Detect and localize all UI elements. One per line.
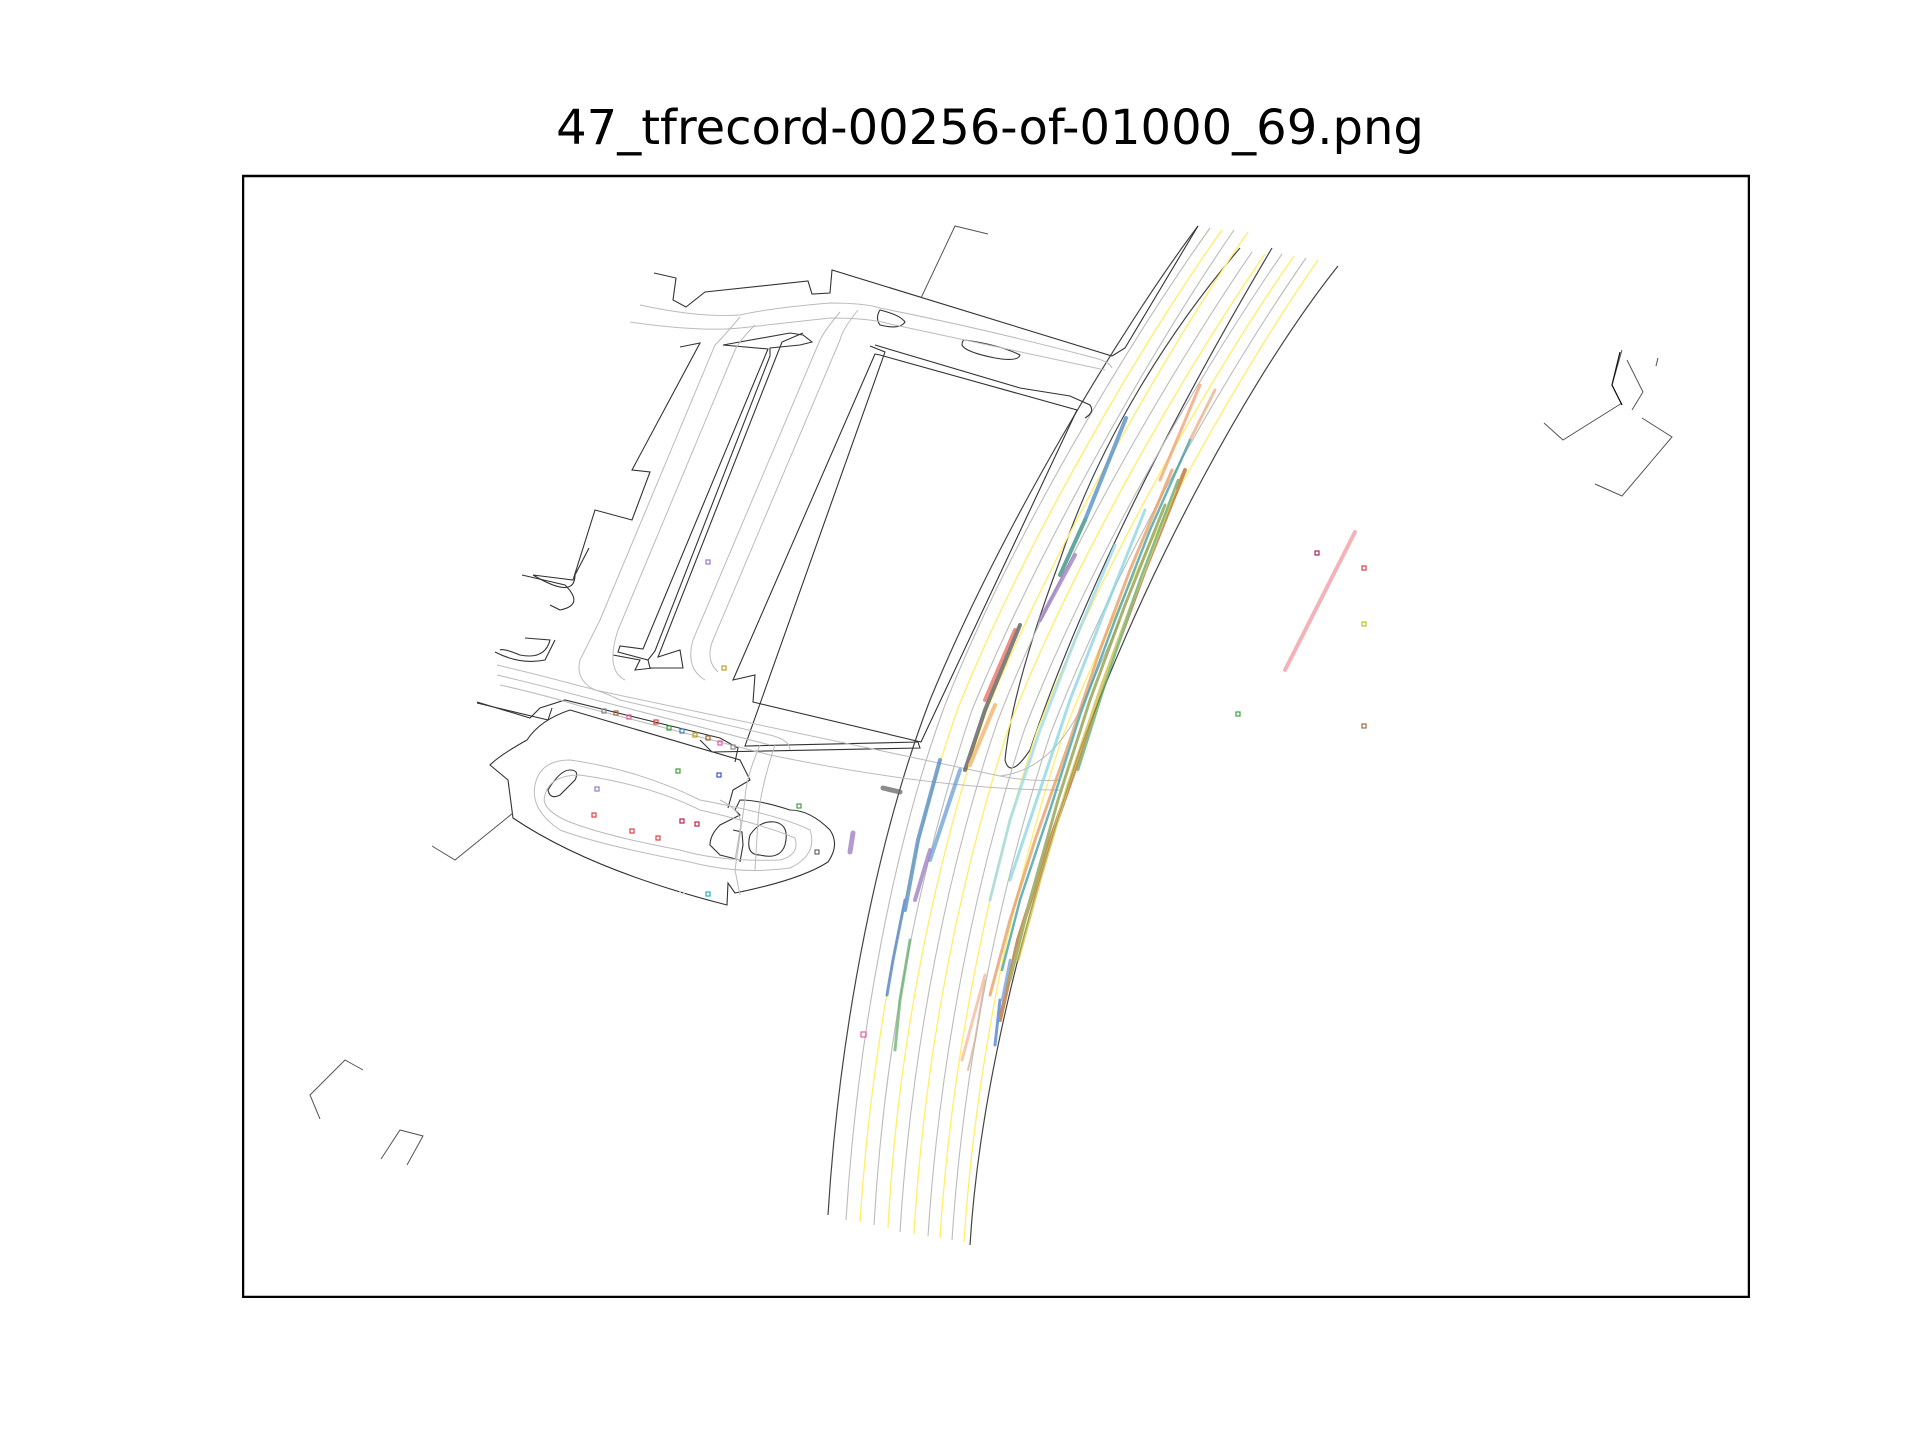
highway-lane-lines: [845, 227, 1307, 1241]
agent-trajectories: [847, 383, 1357, 1071]
agent-markers: [591, 550, 1367, 1038]
map-plot: [242, 174, 1750, 1298]
parking-road-edges: [476, 225, 1199, 906]
road-fragment-edges: [1611, 351, 1623, 406]
plot-frame: [242, 174, 1750, 1298]
highway-lane-markings: [859, 229, 1319, 1243]
page-title: 47_tfrecord-00256-of-01000_69.png: [556, 100, 1424, 156]
parking-lane-lines: [496, 302, 1121, 896]
